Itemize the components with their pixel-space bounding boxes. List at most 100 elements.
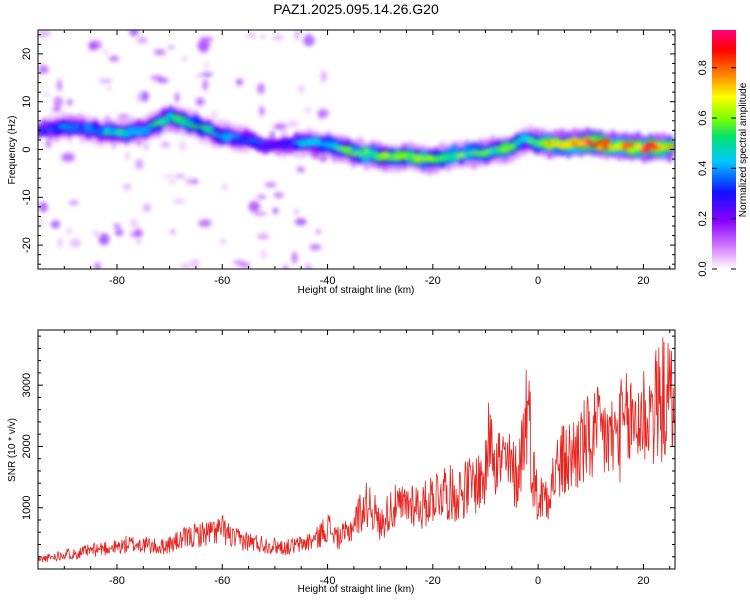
spectrogram-noise-15 bbox=[309, 244, 321, 251]
spectrogram-noise-29 bbox=[189, 179, 199, 184]
spectrogram-noise-78 bbox=[156, 78, 169, 83]
spectrogram-noise-75 bbox=[38, 64, 49, 75]
spectrogram-cell-348 bbox=[374, 154, 384, 159]
spectrogram-noise-51 bbox=[220, 238, 226, 245]
ytick-label-0: 0 bbox=[21, 146, 33, 152]
spectrogram-cell-311 bbox=[140, 127, 150, 132]
spectrogram-cell-357 bbox=[431, 157, 441, 162]
spectrogram-noise-114 bbox=[44, 92, 49, 97]
spectrogram-cell-360 bbox=[450, 155, 460, 160]
spectrogram-noise-104 bbox=[190, 258, 201, 268]
spectrogram-noise-102 bbox=[222, 183, 228, 191]
spectrogram-cell-336 bbox=[298, 142, 308, 147]
spectrogram-cell-370 bbox=[513, 139, 523, 144]
xtick-label--40: -40 bbox=[320, 575, 336, 587]
spectrogram-noise-8 bbox=[291, 251, 298, 264]
spectrogram-noise-88 bbox=[175, 173, 186, 179]
spectrogram-noise-53 bbox=[198, 42, 209, 54]
ytick-label-1000: 1000 bbox=[21, 495, 33, 519]
xtick-label--20: -20 bbox=[425, 275, 441, 287]
spectrogram-noise-14 bbox=[248, 200, 260, 213]
spectrogram-noise-1 bbox=[38, 201, 48, 213]
snr-frame bbox=[37, 329, 676, 570]
spectrogram-cell-383 bbox=[595, 140, 605, 145]
spectrogram-noise-57 bbox=[273, 192, 284, 198]
spectrogram-ridge-layer bbox=[38, 114, 675, 162]
spectrogram-cell-304 bbox=[96, 129, 106, 133]
spectrogram-cell-283 bbox=[602, 138, 612, 148]
cbar-tick-label-0.2: 0.2 bbox=[697, 211, 709, 226]
cbar-tick-label-0.4: 0.4 bbox=[697, 161, 709, 176]
spectrogram-cell-354 bbox=[412, 154, 422, 159]
spectrogram-noise-81 bbox=[182, 56, 188, 61]
figure-title: PAZ1.2025.095.14.26.G20 bbox=[273, 1, 439, 17]
spectrogram-cell-301 bbox=[77, 127, 87, 132]
spectrogram-cell-224 bbox=[229, 135, 239, 144]
xtick-label--60: -60 bbox=[214, 275, 230, 287]
spectrogram-noise-28 bbox=[295, 218, 307, 226]
spectrogram-noise-25 bbox=[108, 55, 120, 62]
spectrogram-cell-300 bbox=[71, 124, 81, 129]
spectrogram-noise-59 bbox=[114, 228, 124, 236]
spectrogram-noise-96 bbox=[257, 194, 266, 200]
snr-panel: -80 -60 -40 -20 0 20 1000 2000 3000 Height of st… bbox=[7, 329, 676, 595]
xtick-label--80: -80 bbox=[109, 275, 125, 287]
ytick-label-3000: 3000 bbox=[21, 373, 33, 397]
spectrogram-ylabel: Frequency (Hz) bbox=[7, 116, 18, 185]
snr-plot-area bbox=[38, 330, 675, 569]
xtick-label-20: 20 bbox=[637, 275, 649, 287]
spectrogram-noise-11 bbox=[204, 60, 209, 72]
spectrogram-cell-365 bbox=[482, 149, 491, 154]
spectrogram-noise-103 bbox=[98, 233, 110, 246]
spectrogram-noise-98 bbox=[172, 198, 186, 204]
spectrogram-noise-119 bbox=[53, 96, 64, 108]
spectrogram-cell-343 bbox=[343, 147, 353, 152]
spectrogram-ticks: -80 -60 -40 -20 0 20 -20 -10 0 10 20 bbox=[21, 30, 675, 287]
spectrogram-noise-83 bbox=[296, 166, 305, 173]
spectrogram-cell-344 bbox=[349, 152, 359, 157]
spectrogram-cell-335 bbox=[292, 140, 302, 145]
spectrogram-noise-18 bbox=[200, 72, 213, 77]
spectrogram-cell-326 bbox=[235, 137, 245, 142]
spectrogram-cell-366 bbox=[488, 146, 498, 151]
ytick-label--10: -10 bbox=[21, 189, 33, 205]
xtick-label--40: -40 bbox=[320, 275, 336, 287]
spectrogram-cell-322 bbox=[210, 132, 220, 136]
colorbar-gradient bbox=[712, 30, 736, 269]
spectrogram-noise-82 bbox=[142, 143, 150, 150]
spectrogram-noise-63 bbox=[136, 92, 141, 104]
spectrogram-cell-312 bbox=[147, 123, 157, 128]
spectrogram-noise-12 bbox=[107, 86, 112, 92]
xtick-label-0: 0 bbox=[535, 575, 541, 587]
spectrogram-noise-17 bbox=[168, 179, 177, 184]
spectrogram-cell-341 bbox=[330, 144, 340, 149]
spectrogram-noise-3 bbox=[253, 211, 268, 216]
spectrogram-noise-45 bbox=[61, 152, 75, 162]
spectrogram-cell-317 bbox=[178, 117, 188, 122]
spectrogram-noise-70 bbox=[260, 248, 267, 260]
spectrogram-noise-90 bbox=[196, 73, 202, 79]
spectrogram-cell-369 bbox=[507, 144, 517, 149]
spectrogram-noise-46 bbox=[174, 92, 180, 103]
spectrogram-noise-21 bbox=[94, 262, 101, 269]
spectrogram-cell-349 bbox=[381, 152, 390, 157]
spectrogram-noise-68 bbox=[57, 79, 62, 92]
spectrogram-cell-313 bbox=[153, 120, 163, 125]
spectrogram-cell-388 bbox=[627, 143, 637, 147]
xtick-label--20: -20 bbox=[425, 575, 441, 587]
spectrogram-cell-391 bbox=[646, 143, 656, 148]
spectrogram-noise-39 bbox=[195, 97, 205, 106]
spectrogram-noise-42 bbox=[179, 140, 186, 152]
spectrogram-noise-61 bbox=[184, 177, 192, 185]
spectrogram-noise-64 bbox=[315, 229, 322, 234]
spectrogram-cell-382 bbox=[589, 143, 599, 147]
spectrogram-cell-358 bbox=[437, 156, 447, 160]
spectrogram-noise-87 bbox=[321, 70, 327, 83]
spectrogram-noise-40 bbox=[57, 237, 63, 249]
spectrogram-noise-109 bbox=[161, 174, 176, 179]
spectrogram-noise-86 bbox=[135, 158, 144, 170]
spectrogram-cell-305 bbox=[103, 131, 112, 136]
ytick-label--20: -20 bbox=[21, 237, 33, 253]
spectrogram-noise-89 bbox=[134, 228, 143, 237]
snr-ylabel: SNR (10 * v/v) bbox=[7, 418, 18, 482]
